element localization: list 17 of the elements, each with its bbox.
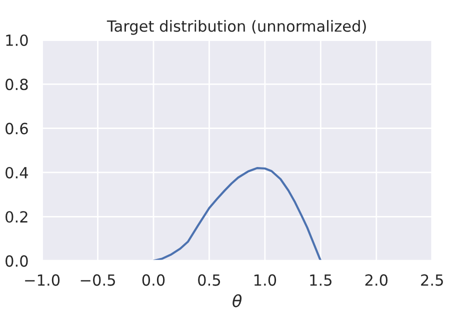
x-axis-title: θ [232, 294, 242, 308]
line-series [152, 167, 322, 261]
y-tick-label: 0.6 [6, 122, 28, 134]
y-tick-label: 0.4 [6, 166, 28, 178]
y-tick-label: 0.8 [6, 78, 28, 90]
x-tick-label: 2.0 [365, 274, 388, 286]
y-tick-label: 1.0 [6, 34, 28, 46]
x-tick-label: −0.5 [80, 274, 115, 286]
y-tick-label: 0.0 [6, 255, 28, 267]
x-tick-label: 1.5 [310, 274, 332, 286]
x-tick-label: 2.5 [421, 274, 443, 286]
chart-title: Target distribution (unnormalized) [106, 20, 366, 35]
x-tick-label: −1.0 [25, 274, 60, 286]
x-tick-label: 0.0 [142, 274, 165, 286]
x-tick-label: 0.5 [198, 274, 220, 286]
x-tick-label: 1.0 [254, 274, 276, 286]
y-tick-label: 0.2 [6, 211, 28, 223]
